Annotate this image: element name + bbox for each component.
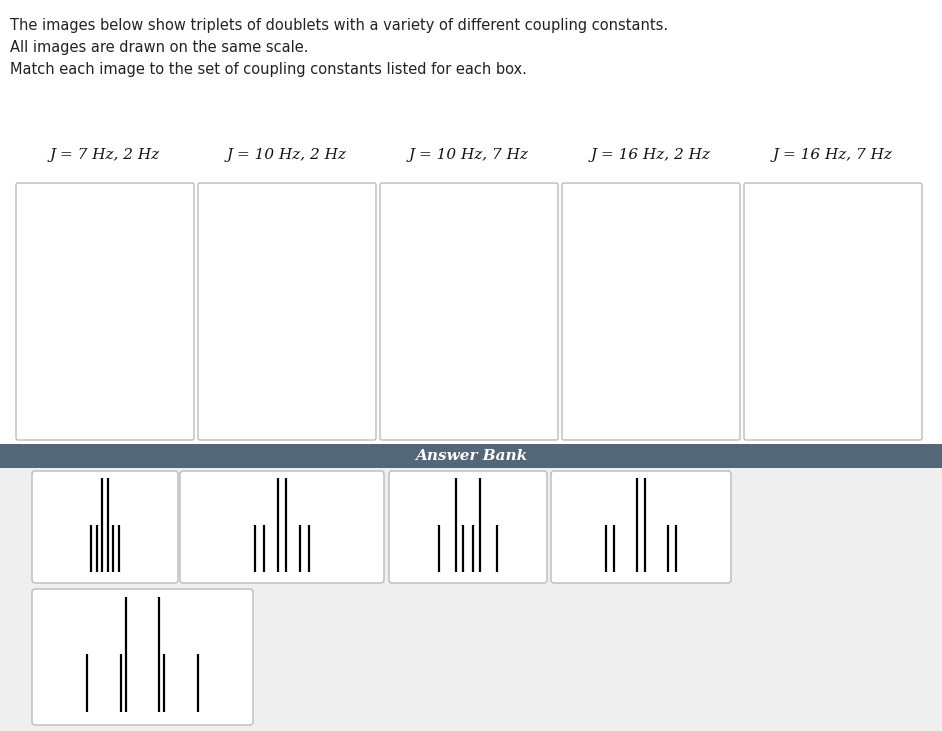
- Bar: [0, 468, 942, 731]
- FancyBboxPatch shape: [198, 183, 376, 440]
- FancyBboxPatch shape: [16, 183, 194, 440]
- Text: Answer Bank: Answer Bank: [414, 449, 528, 463]
- FancyBboxPatch shape: [551, 471, 731, 583]
- FancyBboxPatch shape: [380, 183, 558, 440]
- Text: J = 10 Hz, 7 Hz: J = 10 Hz, 7 Hz: [409, 148, 529, 162]
- FancyBboxPatch shape: [562, 183, 740, 440]
- FancyBboxPatch shape: [744, 183, 922, 440]
- Bar: [0, 444, 942, 468]
- Text: The images below show triplets of doublets with a variety of different coupling : The images below show triplets of double…: [10, 18, 668, 33]
- Text: Match each image to the set of coupling constants listed for each box.: Match each image to the set of coupling …: [10, 62, 527, 77]
- FancyBboxPatch shape: [389, 471, 547, 583]
- FancyBboxPatch shape: [32, 471, 178, 583]
- Text: J = 10 Hz, 2 Hz: J = 10 Hz, 2 Hz: [227, 148, 347, 162]
- Text: J = 7 Hz, 2 Hz: J = 7 Hz, 2 Hz: [50, 148, 160, 162]
- FancyBboxPatch shape: [32, 589, 253, 725]
- FancyBboxPatch shape: [180, 471, 384, 583]
- Text: J = 16 Hz, 7 Hz: J = 16 Hz, 7 Hz: [773, 148, 893, 162]
- Text: J = 16 Hz, 2 Hz: J = 16 Hz, 2 Hz: [591, 148, 711, 162]
- Text: All images are drawn on the same scale.: All images are drawn on the same scale.: [10, 40, 308, 55]
